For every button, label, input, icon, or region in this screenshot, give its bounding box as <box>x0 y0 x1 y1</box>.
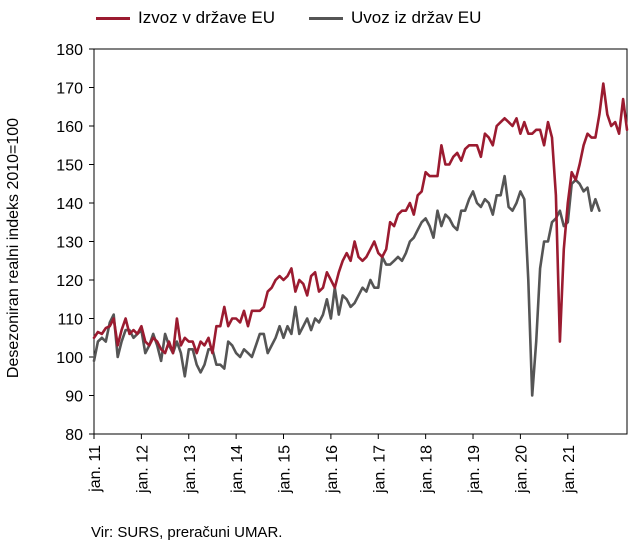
x-tick-label: jan. 20 <box>513 445 530 494</box>
y-tick-label: 120 <box>56 273 83 290</box>
legend-item-export: Izvoz v države EU <box>96 8 275 28</box>
y-tick-label: 170 <box>56 81 83 98</box>
x-tick-label: jan. 17 <box>371 445 388 494</box>
x-tick-label: jan. 14 <box>229 445 246 494</box>
x-tick-label: jan. 15 <box>277 445 294 494</box>
chart-legend: Izvoz v države EU Uvoz iz držav EU <box>96 8 481 28</box>
y-tick-label: 160 <box>56 119 83 136</box>
legend-label-import: Uvoz iz držav EU <box>351 8 482 27</box>
x-tick-label: jan. 12 <box>134 445 151 494</box>
legend-label-export: Izvoz v države EU <box>138 8 275 27</box>
source-note: Vir: SURS, preračuni UMAR. <box>91 524 283 541</box>
y-tick-label: 110 <box>57 312 83 329</box>
y-tick-label: 100 <box>56 350 83 367</box>
y-tick-label: 180 <box>56 42 83 59</box>
legend-item-import: Uvoz iz držav EU <box>309 8 481 28</box>
y-tick-label: 80 <box>65 427 83 444</box>
legend-swatch-export <box>96 16 130 20</box>
x-tick-label: jan. 18 <box>419 445 436 494</box>
x-tick-label: jan. 11 <box>87 445 104 493</box>
series-line-import <box>92 174 601 397</box>
series-line-export <box>92 82 629 355</box>
x-tick-label: jan. 13 <box>182 445 199 494</box>
x-tick-label: jan. 21 <box>561 445 578 494</box>
y-tick-label: 130 <box>56 235 83 252</box>
legend-swatch-import <box>309 16 343 20</box>
y-tick-label: 140 <box>56 196 83 213</box>
y-tick-label: 90 <box>65 389 83 406</box>
x-tick-label: jan. 16 <box>324 445 341 494</box>
x-tick-label: jan. 19 <box>466 445 483 494</box>
y-tick-label: 150 <box>56 158 83 175</box>
